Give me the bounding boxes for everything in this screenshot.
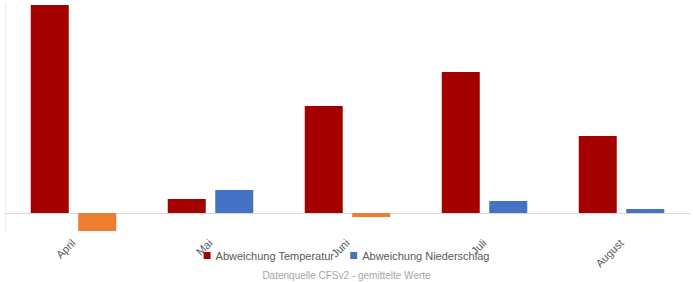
svg-text:Datenquelle CFSv2 - gemittelte: Datenquelle CFSv2 - gemittelte Werte <box>262 270 431 281</box>
svg-text:Juli: Juli <box>468 236 489 257</box>
svg-text:August: August <box>593 237 626 270</box>
svg-text:Abweichung Niederschlag: Abweichung Niederschlag <box>362 250 489 262</box>
svg-text:Mai: Mai <box>193 236 215 258</box>
svg-text:April: April <box>54 237 78 261</box>
svg-text:Juni: Juni <box>329 236 352 260</box>
svg-text:Abweichung Temperatur: Abweichung Temperatur <box>216 250 335 262</box>
